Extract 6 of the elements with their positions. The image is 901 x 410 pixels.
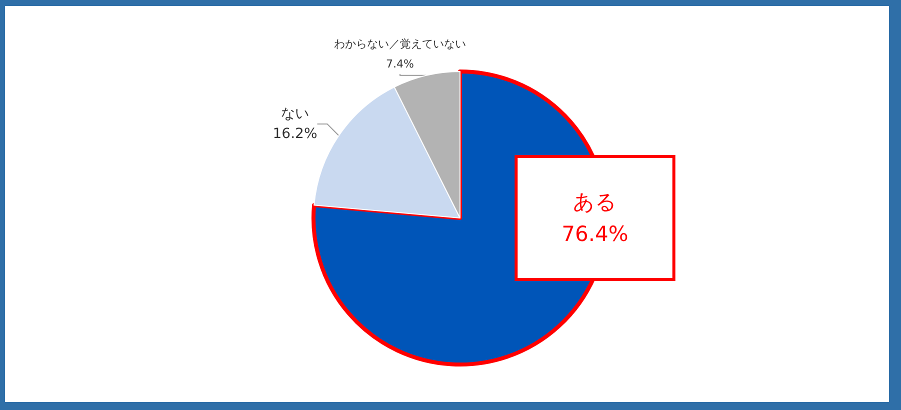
slice-label: ある bbox=[573, 190, 617, 214]
data-label: 16.2% bbox=[272, 126, 318, 142]
data-label: 76.4% bbox=[562, 222, 628, 246]
slice-label: ない bbox=[281, 106, 309, 122]
slice-label: わからない／覚えていない bbox=[334, 38, 466, 50]
data-label: 7.4% bbox=[386, 58, 414, 70]
